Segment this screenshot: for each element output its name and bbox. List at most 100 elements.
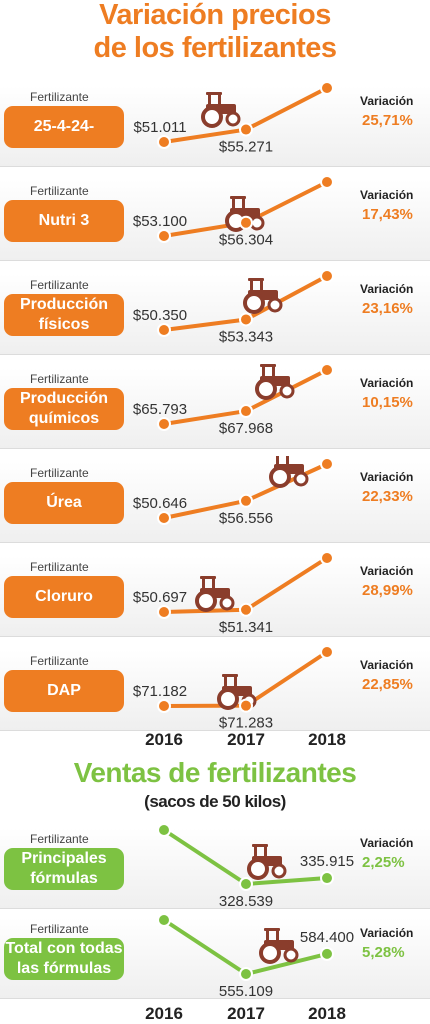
row-line-chart: $50.646$56.556$69.186	[133, 456, 334, 527]
variation-value: 22,33%	[362, 488, 413, 505]
data-label: 335.915	[300, 853, 354, 870]
variation-label: Variación	[360, 376, 414, 390]
data-label: $67.968	[219, 420, 273, 437]
row-line-chart: $51.011$55.271$69.479	[133, 81, 334, 156]
data-point	[157, 823, 171, 837]
variation-label: Variación	[360, 564, 414, 578]
data-point	[157, 323, 171, 337]
variation-label: Variación	[360, 836, 414, 850]
data-point	[239, 493, 253, 508]
tractor-icon	[247, 844, 287, 880]
year-label: 2017	[227, 730, 265, 749]
data-point	[320, 457, 334, 471]
tractor-icon	[201, 92, 241, 128]
data-label: 395.402	[133, 822, 187, 824]
variation-label: Variación	[360, 658, 414, 672]
row-line-chart: $50.697$51.341$66.226	[133, 551, 334, 636]
data-point	[239, 602, 253, 617]
data-label: $65.793	[133, 401, 187, 418]
variation-label: Variación	[360, 470, 414, 484]
variation-value: 28,99%	[362, 582, 413, 599]
fertilizer-name-box: Producción químicos	[4, 388, 124, 430]
row-line-chart: 633.734 555.109 584.400	[133, 912, 354, 998]
year-label: 2016	[145, 1004, 183, 1023]
fertilizer-name-box: DAP	[4, 670, 124, 712]
variation-label: Variación	[360, 282, 414, 296]
data-point	[239, 404, 253, 419]
sales-title: Ventas de fertilizantes	[73, 757, 357, 788]
data-point	[320, 551, 334, 565]
chart-row: Fertilizante25-4-24-$51.011$55.271$69.47…	[0, 80, 430, 167]
data-point	[320, 645, 334, 659]
year-axis-prices: 2016 2017 2018	[0, 730, 430, 750]
data-point	[157, 511, 171, 525]
variation-value: 22,85%	[362, 676, 413, 693]
data-point	[320, 871, 334, 886]
variation-value: 5,28%	[362, 944, 405, 961]
data-label: 584.400	[300, 929, 354, 946]
fertilizer-name-box: Úrea	[4, 482, 124, 524]
row-line-chart: $50.350$53.343$65.697	[133, 269, 334, 345]
fertilizer-field-label: Fertilizante	[30, 654, 89, 668]
chart-row: Fertilizante Total con todas las fórmulas…	[0, 912, 430, 999]
data-point	[320, 81, 334, 95]
variation-value: 25,71%	[362, 112, 413, 129]
data-label: 633.734	[133, 912, 187, 914]
data-point	[239, 215, 253, 230]
fertilizer-name-box: Producción físicos	[4, 294, 124, 336]
tractor-icon	[243, 278, 283, 314]
data-point	[157, 913, 171, 927]
variation-label: Variación	[360, 94, 414, 108]
row-line-chart: $53.100$56.304$66.119	[133, 175, 334, 249]
page-title-line2: de los fertilizantes	[93, 32, 337, 64]
data-label: $55.271	[219, 139, 273, 156]
fertilizer-field-label: Fertilizante	[30, 832, 89, 846]
data-point	[157, 417, 171, 431]
data-point	[320, 946, 334, 961]
chart-row: Fertilizante Producción físicos $50.350 $53…	[0, 268, 430, 355]
fertilizer-field-label: Fertilizante	[30, 560, 89, 574]
year-label: 2018	[308, 1004, 346, 1023]
row-line-chart: $71.182$71.283$87.570	[133, 645, 334, 730]
data-label: 555.109	[219, 983, 273, 998]
data-label: 328.539	[219, 893, 273, 908]
variation-value: 10,15%	[362, 394, 413, 411]
data-label: $51.341	[219, 619, 273, 636]
fertilizer-field-label: Fertilizante	[30, 922, 89, 936]
year-axis-sales: 2016 2017 2018	[0, 1004, 430, 1024]
row-line-chart: 395.402 328.539 335.915	[133, 822, 354, 908]
variation-label: Variación	[360, 926, 414, 940]
variation-value: 23,16%	[362, 300, 413, 317]
data-point	[239, 877, 253, 891]
fertilizer-name-box: Cloruro	[4, 576, 124, 618]
fertilizer-field-label: Fertilizante	[30, 278, 89, 292]
data-point	[157, 135, 171, 149]
tractor-icon	[255, 364, 295, 400]
variation-value: 2,25%	[362, 854, 405, 871]
data-point	[157, 229, 171, 243]
tractor-icon	[269, 456, 309, 488]
data-label: $53.343	[219, 328, 273, 345]
sales-subtitle: (sacos de 50 kilos)	[144, 792, 286, 811]
data-label: $56.556	[219, 510, 273, 527]
data-label: $71.283	[219, 715, 273, 730]
data-point	[157, 699, 171, 713]
fertilizer-field-label: Fertilizante	[30, 466, 89, 480]
page-title-line1: Variación precios	[99, 0, 331, 31]
chart-row: Fertilizante Producción químicos $65.793 $6…	[0, 362, 430, 449]
tractor-icon	[195, 576, 235, 612]
year-label: 2016	[145, 730, 183, 749]
data-point	[157, 605, 171, 619]
chart-row: Fertilizante Úrea$50.646$56.556$69.186 Var…	[0, 456, 430, 543]
fertilizer-field-label: Fertilizante	[30, 184, 89, 198]
variation-value: 17,43%	[362, 206, 413, 223]
fertilizer-name-box: Total con todas las fórmulas	[4, 938, 124, 980]
data-point	[320, 175, 334, 189]
data-label: $50.350	[133, 307, 187, 324]
fertilizer-field-label: Fertilizante	[30, 372, 89, 386]
row-line-chart: $65.793$67.968$74.865	[133, 363, 334, 437]
data-point	[239, 312, 253, 327]
year-label: 2017	[227, 1004, 265, 1023]
fertilizer-name-box: 25-4-24-	[4, 106, 124, 148]
